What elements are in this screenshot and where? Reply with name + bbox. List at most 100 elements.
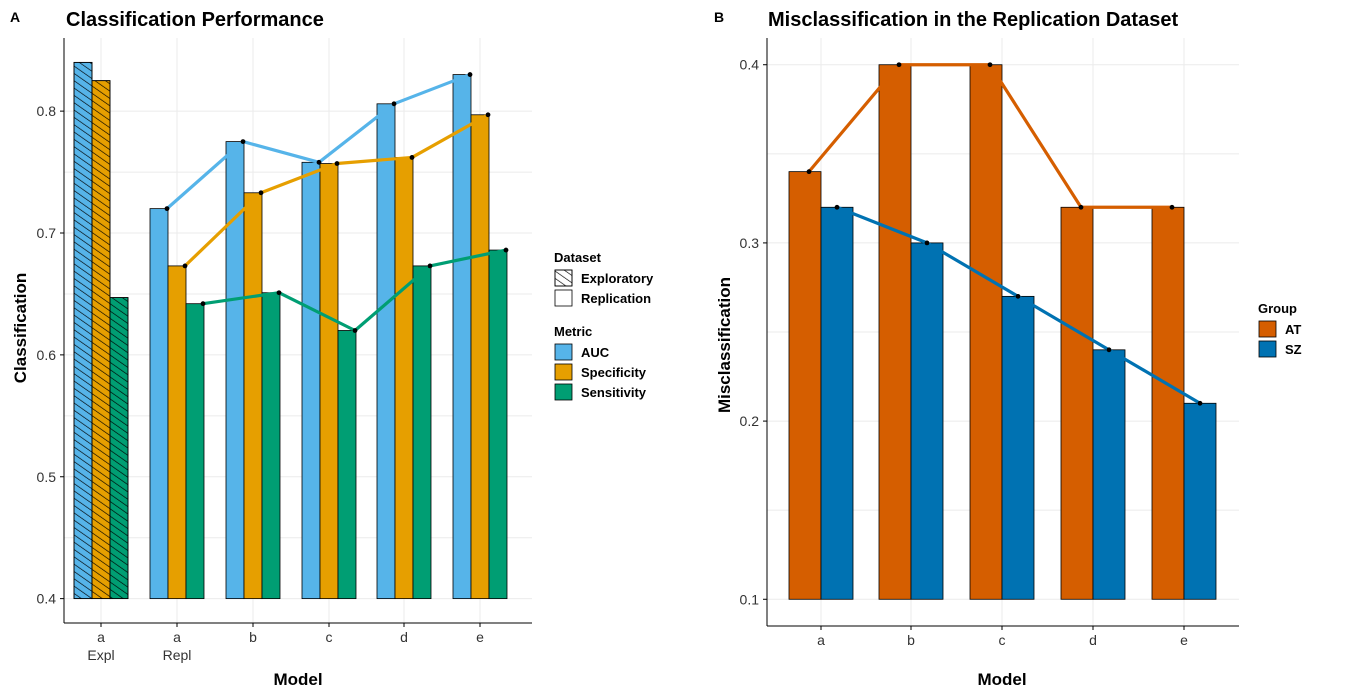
legend-title: Dataset (554, 250, 602, 265)
point-specificity-4 (485, 112, 491, 118)
bar-at-a (788, 171, 822, 600)
x-tick-label: d (400, 629, 408, 645)
bar-specificity-2 (243, 192, 263, 600)
panel-b-y-axis-title: Misclassification (715, 277, 734, 413)
bar-sz-e (1183, 402, 1217, 600)
point-auc-2 (316, 159, 322, 165)
x-tick-label: d (1089, 632, 1097, 648)
bar-sensitivity-1 (185, 303, 205, 600)
bar-at-b (878, 64, 912, 600)
y-tick-label: 0.1 (740, 591, 760, 607)
bar-sensitivity-2 (261, 292, 281, 600)
y-tick-label: 0.8 (37, 103, 57, 119)
y-tick-label: 0.4 (37, 591, 57, 607)
legend-swatch-hatch (554, 269, 573, 287)
bar-auc-1 (149, 208, 169, 600)
x-tick-label: c (999, 632, 1006, 648)
point-specificity-1 (258, 190, 264, 196)
point-sensitivity-4 (503, 247, 509, 253)
point-sz-e (1197, 400, 1203, 406)
bar-sensitivity-4 (412, 265, 432, 600)
bar-auc-3 (301, 161, 321, 600)
legend-label: AT (1285, 322, 1301, 337)
legend-swatch (554, 343, 573, 361)
y-tick-label: 0.2 (740, 413, 760, 429)
point-sz-a (834, 204, 840, 210)
panel-b-tag: B (714, 9, 724, 25)
point-at-b (896, 62, 902, 68)
bar-specificity-3 (319, 163, 339, 600)
bar-sz-b (910, 242, 944, 600)
point-sensitivity-2 (352, 328, 358, 333)
panel-a-title: Classification Performance (66, 9, 324, 31)
legend-label: SZ (1285, 342, 1302, 357)
bar-hatch-auc-0 (73, 61, 93, 600)
legend-swatch (554, 363, 573, 381)
legend-swatch (1258, 340, 1277, 358)
bar-hatch-sensitivity-0 (109, 297, 129, 600)
legend-title: Group (1258, 301, 1297, 316)
point-auc-0 (164, 206, 170, 212)
legend-label: Specificity (581, 365, 647, 380)
x-tick-label: c (326, 629, 333, 645)
panel-b-lines (806, 62, 1203, 406)
point-sensitivity-0 (200, 301, 206, 307)
point-sensitivity-3 (427, 263, 433, 269)
panel-a-bars (73, 61, 508, 600)
panel-a-axes: 0.4 0.5 0.6 0.7 0.8 a Expl a Repl b c d e (37, 38, 532, 663)
bar-sz-a (820, 206, 854, 600)
x-tick-label: a (817, 632, 825, 648)
panel-b-legend: Group AT SZ (1258, 301, 1302, 358)
x-tick-sublabel: Expl (87, 647, 114, 663)
bar-auc-5 (452, 74, 472, 600)
x-tick-label: b (907, 632, 915, 648)
point-at-c (987, 62, 993, 68)
y-tick-label: 0.6 (37, 347, 57, 363)
y-tick-label: 0.4 (740, 57, 760, 73)
legend-label: AUC (581, 345, 610, 360)
legend-swatch (554, 383, 573, 401)
bar-hatch-specificity-0 (91, 80, 111, 600)
x-tick-label: e (476, 629, 484, 645)
panel-a-x-axis-title: Model (273, 670, 322, 689)
point-at-e (1169, 204, 1175, 210)
point-specificity-0 (182, 263, 188, 269)
panel-b-axes: 0.1 0.2 0.3 0.4 a b c d e (740, 38, 1239, 648)
panel-b-bars (788, 64, 1217, 600)
bar-at-d (1060, 206, 1094, 600)
legend-swatch (554, 289, 573, 307)
bar-auc-4 (376, 103, 396, 600)
panel-a-legend: Dataset Exploratory Replication Metric AUC Sp… (554, 250, 654, 401)
legend-label: Replication (581, 291, 651, 306)
point-sz-c (1015, 293, 1021, 299)
panel-a: A Classification Performance 0.40.50.60.… (10, 9, 654, 689)
bar-specificity-1 (167, 265, 187, 600)
bar-specificity-4 (394, 157, 414, 600)
point-at-d (1078, 204, 1084, 210)
bar-sensitivity-5 (488, 249, 508, 600)
point-specificity-3 (409, 155, 415, 160)
panel-a-lines (164, 72, 509, 333)
y-tick-label: 0.3 (740, 235, 760, 251)
x-tick-label: b (249, 629, 257, 645)
panel-a-tag: A (10, 9, 20, 25)
x-tick-label: a (173, 629, 181, 645)
point-at-a (806, 169, 812, 175)
bar-sz-c (1001, 295, 1035, 600)
point-sz-b (924, 240, 930, 246)
bar-sz-d (1092, 349, 1126, 600)
bar-at-e (1151, 206, 1185, 600)
y-tick-label: 0.7 (37, 225, 57, 241)
bar-specificity-5 (470, 114, 490, 600)
panel-a-y-axis-title: Classification (11, 273, 30, 384)
point-auc-4 (467, 72, 473, 77)
bar-sensitivity-3 (337, 330, 357, 600)
legend-label: Exploratory (581, 271, 654, 286)
x-tick-label: e (1180, 632, 1188, 648)
point-specificity-2 (334, 161, 340, 166)
legend-swatch (1258, 320, 1277, 338)
point-sensitivity-1 (276, 290, 282, 296)
bar-at-c (969, 64, 1003, 600)
x-tick-label: a (97, 629, 105, 645)
